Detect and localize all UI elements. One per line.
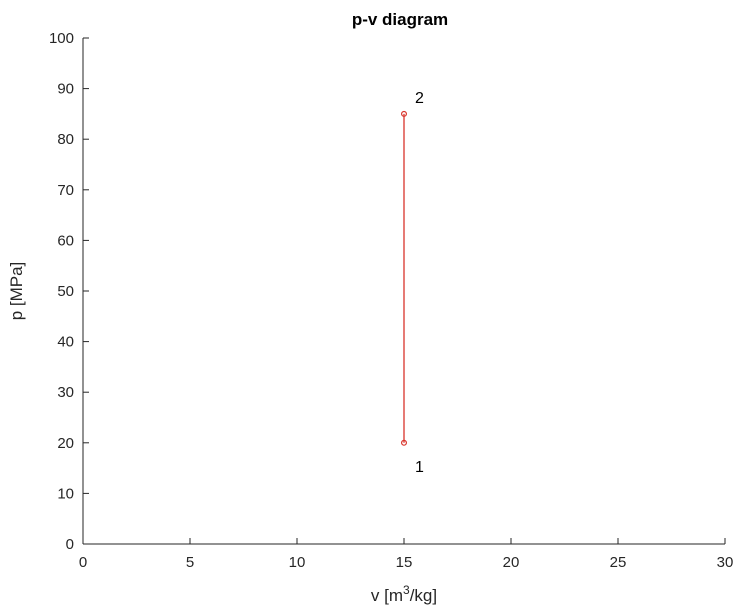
y-tick-label: 70: [57, 182, 74, 199]
y-axis-label: p [MPa]: [7, 262, 26, 321]
y-tick-label: 40: [57, 334, 74, 351]
y-tick-label: 10: [57, 485, 74, 502]
y-tick-label: 60: [57, 232, 74, 249]
y-tick-label: 90: [57, 81, 74, 98]
x-tick-label: 0: [79, 554, 87, 571]
x-tick-label: 10: [289, 554, 306, 571]
y-tick-label: 50: [57, 283, 74, 300]
series-layer: [401, 110, 408, 446]
point-labels: 12: [415, 90, 424, 476]
x-tick-label: 5: [186, 554, 194, 571]
x-axis-label-superscript: 3: [403, 583, 410, 597]
x-tick-label: 20: [503, 554, 520, 571]
x-tick-label: 25: [610, 554, 627, 571]
point-label-2: 2: [415, 90, 424, 107]
y-tick-label: 0: [66, 536, 74, 553]
ticks: 0 5 10 15 20 25 30 0 10 20 30 40 50 60 70 80 90 100: [49, 30, 733, 571]
chart-title: p-v diagram: [352, 10, 448, 29]
x-axis-label: v [m3/kg]: [371, 583, 437, 605]
y-tick-label: 20: [57, 435, 74, 452]
x-tick-label: 30: [717, 554, 734, 571]
y-tick-label: 30: [57, 384, 74, 401]
point-label-1: 1: [415, 459, 424, 476]
data-point-marker: [401, 439, 408, 446]
y-tick-label: 100: [49, 30, 74, 47]
x-tick-label: 15: [396, 554, 413, 571]
data-point-marker: [401, 110, 408, 117]
y-tick-label: 80: [57, 131, 74, 148]
